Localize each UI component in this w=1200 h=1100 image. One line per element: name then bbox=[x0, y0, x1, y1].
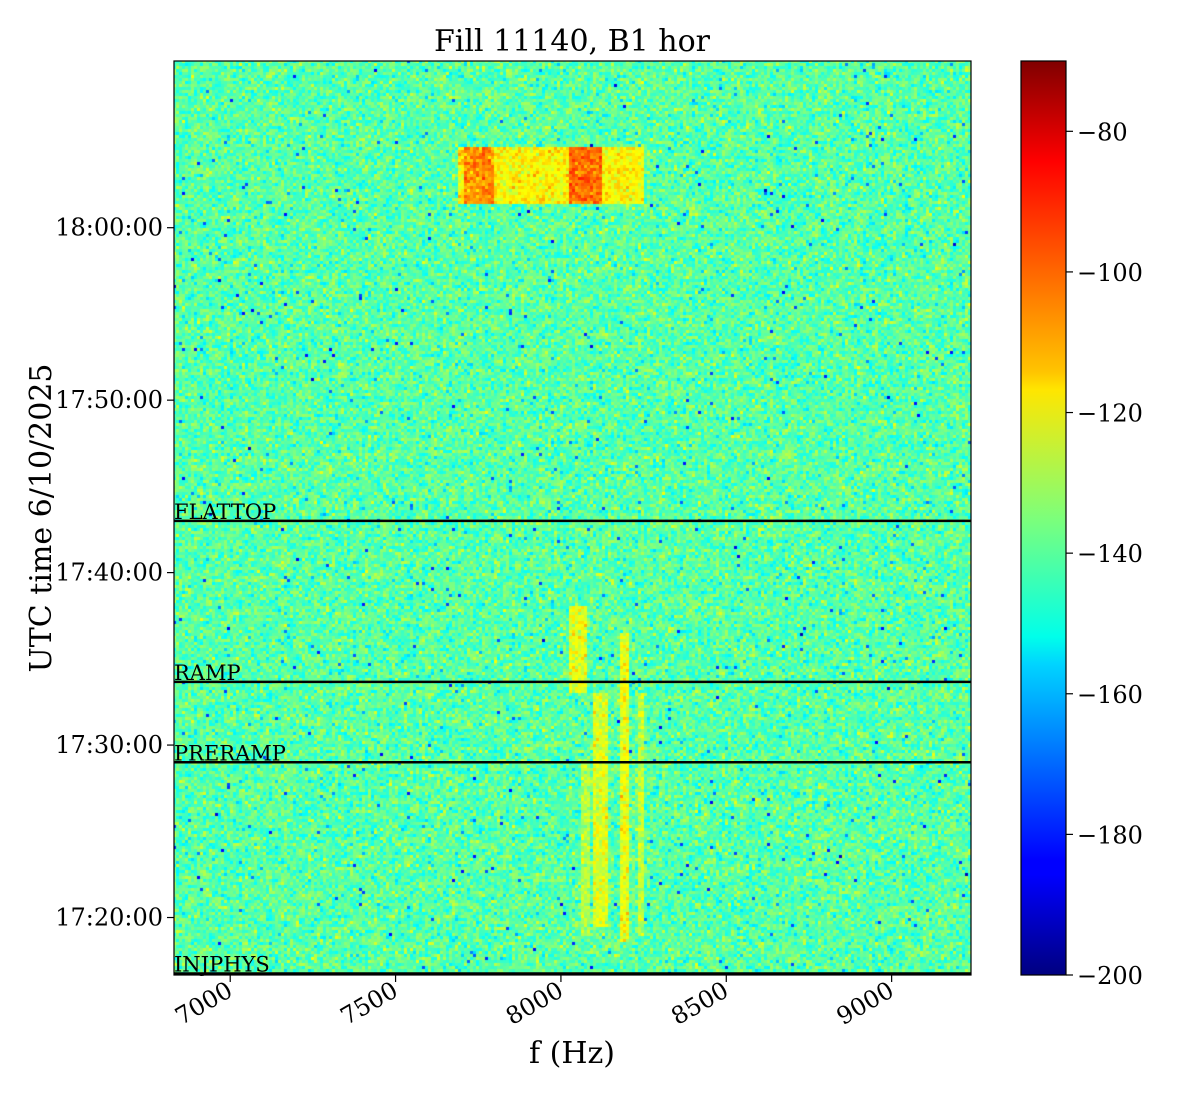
y-tick-label: 17:40:00 bbox=[55, 559, 163, 587]
y-tick-label: 17:30:00 bbox=[55, 731, 163, 759]
phase-markers: FLATTOP RAMP PRERAMP INJPHYS bbox=[174, 500, 971, 977]
colorbar-tick-label: −160 bbox=[1077, 681, 1143, 709]
x-tick-label: 8000 bbox=[501, 976, 568, 1031]
phase-label-ramp: RAMP bbox=[174, 661, 241, 685]
colorbar-tick-label: −100 bbox=[1077, 259, 1143, 287]
plot-frame bbox=[173, 60, 972, 976]
x-tick-label: 8500 bbox=[666, 976, 733, 1031]
y-tick-label: 18:00:00 bbox=[55, 214, 163, 242]
colorbar: −80 −100 −120 −140 −160 −180 −200 bbox=[1020, 60, 1143, 990]
x-axis-label: f (Hz) bbox=[529, 1036, 615, 1071]
colorbar-gradient bbox=[1020, 60, 1067, 976]
y-axis: 17:20:00 17:30:00 17:40:00 17:50:00 18:00:00 bbox=[55, 214, 174, 932]
colorbar-tick-label: −200 bbox=[1077, 962, 1143, 990]
colorbar-tick-label: −80 bbox=[1077, 118, 1128, 146]
colorbar-tick-label: −140 bbox=[1077, 540, 1143, 568]
phase-label-flattop: FLATTOP bbox=[174, 500, 276, 524]
x-tick-label: 9000 bbox=[832, 976, 899, 1031]
plot-area: FLATTOP RAMP PRERAMP INJPHYS bbox=[173, 60, 972, 977]
y-tick-label: 17:50:00 bbox=[55, 386, 163, 414]
colorbar-tick-label: −120 bbox=[1077, 400, 1143, 428]
phase-label-injphys: INJPHYS bbox=[174, 953, 270, 977]
colorbar-ticks: −80 −100 −120 −140 −160 −180 −200 bbox=[1066, 118, 1143, 990]
phase-label-preramp: PRERAMP bbox=[174, 741, 286, 765]
y-tick-label: 17:20:00 bbox=[55, 904, 163, 932]
chart-title: Fill 11140, B1 hor bbox=[434, 24, 711, 59]
y-axis-label: UTC time 6/10/2025 bbox=[24, 364, 59, 673]
x-tick-label: 7000 bbox=[170, 976, 237, 1031]
x-axis: 7000 7500 8000 8500 9000 bbox=[170, 975, 899, 1031]
heatmap-image bbox=[174, 61, 971, 975]
x-tick-label: 7500 bbox=[336, 976, 403, 1031]
colorbar-tick-label: −180 bbox=[1077, 821, 1143, 849]
